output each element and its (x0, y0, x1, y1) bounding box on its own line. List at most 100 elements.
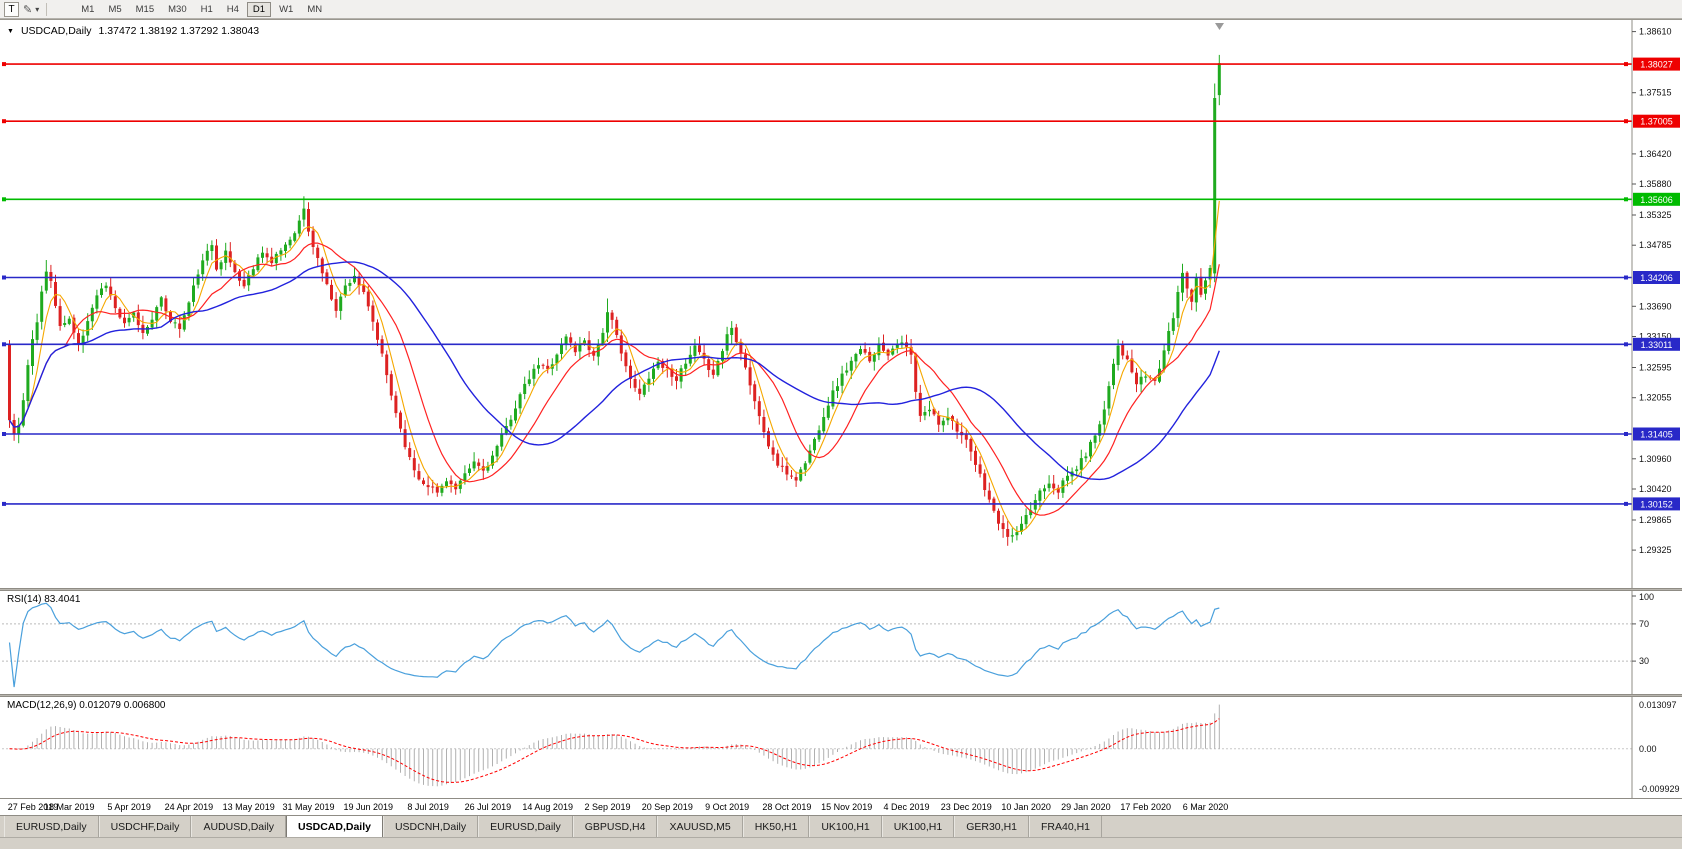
price-badge-label: 1.38027 (1640, 60, 1673, 70)
price-tick-label: 1.30960 (1639, 454, 1672, 464)
text-tool-button[interactable]: T (4, 1, 19, 17)
time-axis-label: 31 May 2019 (282, 802, 335, 812)
time-axis-label: 24 Apr 2019 (164, 802, 214, 812)
time-axis-label: 5 Apr 2019 (107, 802, 151, 812)
chart-tab-xauusd-m5[interactable]: XAUUSD,M5 (657, 816, 743, 837)
rsi-chart: 100 70 30 (2, 591, 1654, 694)
chart-tab-eurusd-daily[interactable]: EURUSD,Daily (4, 816, 99, 837)
price-badge (1633, 114, 1680, 128)
price-chart[interactable]: 1.38610 1.37515 1.36420 1.35880 1.35325 1.347… (0, 20, 1682, 589)
price-tick-label: 1.38610 (1639, 27, 1672, 37)
status-bar (0, 837, 1682, 849)
time-axis-label: 10 Jan 2020 (1001, 802, 1051, 812)
time-axis-label: 4 Dec 2019 (883, 802, 930, 812)
price-badge-label: 1.31405 (1640, 430, 1673, 440)
price-badges: 1.38027 1.37005 1.35606 1.34206 1.33011 1.314… (1633, 57, 1680, 511)
toolbar-dropdown-caret[interactable]: ▾ (35, 4, 40, 14)
ohlc-values: 1.37472 1.38192 1.37292 1.38043 (98, 25, 260, 37)
collapse-icon[interactable]: ▼ (7, 27, 14, 35)
timeframe-button-m15[interactable]: M15 (135, 3, 155, 15)
price-tick-label: 1.33150 (1639, 332, 1672, 342)
moving-average-5 (9, 200, 1220, 532)
timeframe-button-m30[interactable]: M30 (168, 3, 187, 15)
chart-tab-uk100-h1[interactable]: UK100,H1 (809, 816, 882, 837)
time-axis-label: 20 Sep 2019 (641, 802, 693, 812)
timeframe-button-h1[interactable]: H1 (200, 3, 213, 15)
price-tick-label: 1.35880 (1639, 179, 1672, 189)
price-badge (1633, 497, 1680, 511)
macd-tick-label: 0.013097 (1639, 700, 1677, 710)
rsi-label: RSI(14) 83.4041 (7, 594, 81, 605)
chart-tab-usdcad-daily[interactable]: USDCAD,Daily (286, 816, 383, 837)
price-badge (1633, 337, 1680, 351)
price-badge (1633, 427, 1680, 441)
hline-end-marker[interactable] (2, 432, 6, 436)
hline-end-marker[interactable] (1624, 197, 1628, 202)
time-axis-label: 23 Dec 2019 (940, 802, 992, 812)
rsi-panel[interactable]: 100 70 30 RSI(14) 83.4041 (0, 591, 1682, 694)
rsi-tick-label: 100 (1639, 592, 1654, 602)
rsi-line (8, 602, 1220, 688)
rsi-tick-label: 30 (1639, 656, 1649, 666)
hline-end-marker[interactable] (1624, 119, 1628, 124)
price-axis-ticks: 1.38610 1.37515 1.36420 1.35880 1.35325 1.347… (1632, 27, 1672, 555)
chart-tab-fra40-h1[interactable]: FRA40,H1 (1029, 816, 1103, 837)
time-axis-label: 18 Mar 2019 (44, 802, 95, 812)
hline-end-marker[interactable] (1624, 501, 1628, 506)
hline-end-marker[interactable] (2, 62, 6, 67)
hline-end-marker[interactable] (2, 197, 6, 202)
time-axis-label: 26 Jul 2019 (464, 802, 512, 812)
chart-tab-hk50-h1[interactable]: HK50,H1 (742, 816, 810, 837)
hline-end-marker[interactable] (1624, 342, 1628, 347)
time-axis-label: 28 Oct 2019 (762, 802, 812, 812)
timeframe-button-d1[interactable]: D1 (246, 1, 272, 17)
chart-tab-uk100-h1[interactable]: UK100,H1 (881, 816, 955, 837)
chart-tab-usdcnh-daily[interactable]: USDCNH,Daily (382, 816, 479, 837)
price-tick-label: 1.29325 (1639, 545, 1672, 555)
chart-tab-gbpusd-h4[interactable]: GBPUSD,H4 (572, 816, 658, 837)
macd-tick-label: 0.00 (1639, 744, 1657, 754)
price-tick-label: 1.37515 (1639, 88, 1672, 98)
timeframe-button-w1[interactable]: W1 (279, 3, 294, 15)
chart-shift-marker[interactable] (1215, 23, 1224, 30)
hline-end-marker[interactable] (2, 342, 6, 347)
macd-panel[interactable]: 0.013097 0.00 -0.009929 MACD(12,26,9) 0.01… (0, 697, 1682, 798)
time-axis-label: 19 Jun 2019 (343, 802, 394, 812)
main-chart-panel[interactable]: 1.38610 1.37515 1.36420 1.35880 1.35325 1.347… (0, 19, 1682, 589)
moving-average-34 (8, 261, 1220, 481)
hline-end-marker[interactable] (2, 119, 6, 124)
hline-end-marker[interactable] (2, 501, 6, 506)
price-tick-label: 1.30420 (1639, 484, 1672, 494)
hline-end-marker[interactable] (1624, 62, 1628, 67)
macd-signal-line (9, 718, 1220, 783)
panel-splitter[interactable] (0, 588, 1682, 591)
toolbar-separator (46, 2, 48, 16)
price-badge (1633, 57, 1680, 71)
timeframe-button-h4[interactable]: H4 (226, 3, 239, 15)
hline-end-marker[interactable] (1624, 432, 1628, 436)
timeframe-button-m1[interactable]: M1 (81, 3, 95, 15)
price-tick-label: 1.34785 (1639, 240, 1672, 250)
time-axis-label: 14 Aug 2019 (522, 802, 573, 812)
timeframe-button-m5[interactable]: M5 (108, 3, 122, 15)
drawing-tool-icon[interactable]: ✎ (23, 3, 33, 16)
time-axis-label: 13 May 2019 (222, 802, 275, 812)
price-tick-label: 1.32055 (1639, 393, 1672, 403)
macd-label: MACD(12,26,9) 0.012079 0.006800 (7, 700, 166, 711)
chart-tab-usdchf-daily[interactable]: USDCHF,Daily (98, 816, 192, 837)
time-axis-label: 29 Jan 2020 (1061, 802, 1111, 812)
hline-end-marker[interactable] (1624, 275, 1628, 280)
time-axis-label: 8 Jul 2019 (407, 802, 449, 812)
timeframe-button-mn[interactable]: MN (307, 3, 323, 15)
time-axis-label: 2 Sep 2019 (584, 802, 631, 812)
chart-tab-eurusd-daily[interactable]: EURUSD,Daily (478, 816, 573, 837)
symbol-period-label: USDCAD,Daily (20, 25, 92, 37)
timeframe-buttons: M1 M5 M15 M30 H1 H4 D1 W1 MN (74, 1, 329, 17)
panel-splitter[interactable] (0, 694, 1682, 697)
price-tick-label: 1.33690 (1639, 301, 1672, 311)
candles (8, 54, 1221, 546)
time-axis-label: 6 Mar 2020 (1182, 802, 1229, 812)
hline-end-marker[interactable] (2, 275, 6, 280)
chart-tab-ger30-h1[interactable]: GER30,H1 (954, 816, 1029, 837)
chart-tab-audusd-daily[interactable]: AUDUSD,Daily (191, 816, 287, 837)
